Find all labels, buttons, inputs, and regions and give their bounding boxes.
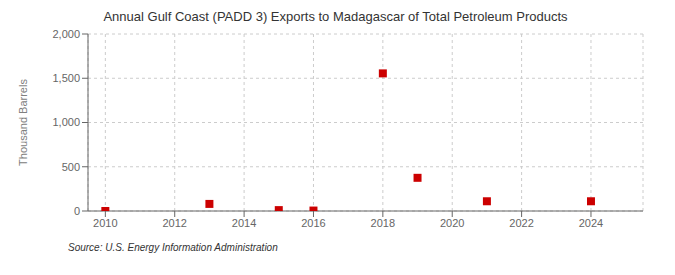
svg-text:2020: 2020	[440, 217, 464, 229]
svg-text:2012: 2012	[162, 217, 186, 229]
svg-text:2022: 2022	[509, 217, 533, 229]
svg-text:0: 0	[74, 205, 80, 217]
svg-text:2,000: 2,000	[52, 28, 80, 40]
svg-text:Thousand Barrels: Thousand Barrels	[17, 79, 29, 166]
html-text:Source: U.S. Energy Informatio: Source: U.S. Energy Information Administ…	[68, 242, 278, 253]
svg-text:1,000: 1,000	[52, 116, 80, 128]
svg-text:500: 500	[62, 161, 80, 173]
svg-text:1,500: 1,500	[52, 72, 80, 84]
html-text:Annual Gulf Coast (PADD 3) Exp: Annual Gulf Coast (PADD 3) Exports to Ma…	[103, 9, 568, 24]
svg-text:2010: 2010	[93, 217, 117, 229]
svg-text:2018: 2018	[371, 217, 395, 229]
svg-text:2016: 2016	[301, 217, 325, 229]
svg-text:2014: 2014	[232, 217, 256, 229]
svg-text:2024: 2024	[579, 217, 603, 229]
